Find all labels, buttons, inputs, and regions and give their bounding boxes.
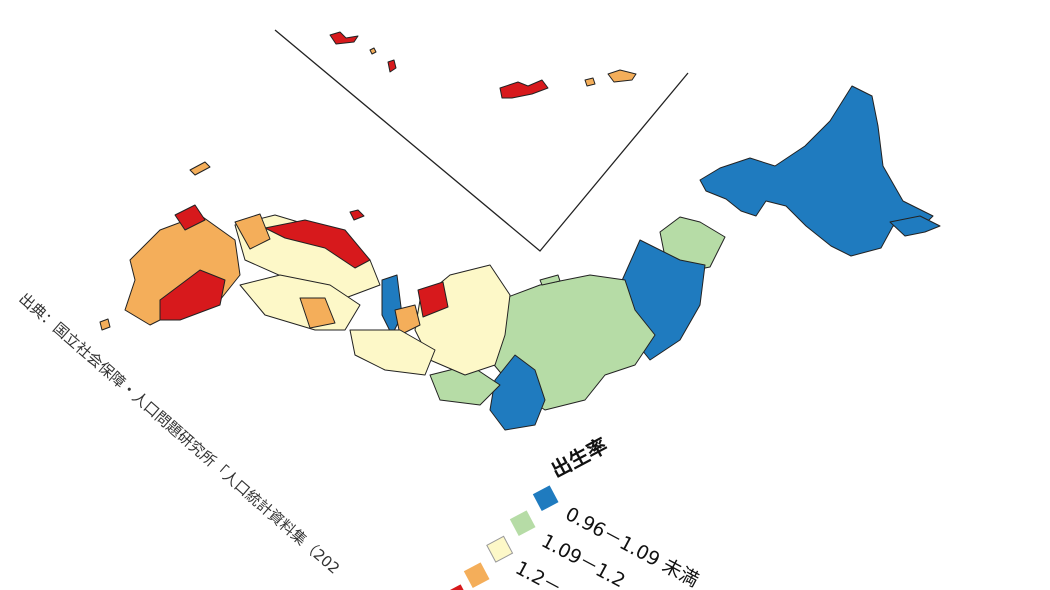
- map-shape: [539, 274, 561, 286]
- map-shape: [607, 69, 637, 83]
- source-note: 出典：国立社会保障・人口問題研究所「人口統計資料集（202: [15, 289, 343, 577]
- map-shape: [264, 219, 371, 269]
- map-shape: [99, 318, 111, 331]
- legend-swatch: [509, 510, 536, 537]
- legend-swatch: [463, 562, 490, 589]
- hokkaido: [699, 85, 934, 257]
- inset-frame: [274, 29, 689, 252]
- legend-swatch: [532, 485, 559, 512]
- chugoku: [234, 214, 381, 301]
- map-shape: [299, 297, 336, 329]
- map-shape: [584, 77, 596, 87]
- map-shape: [189, 161, 211, 176]
- map-shape: [329, 31, 359, 45]
- map-shape: [349, 329, 436, 376]
- map-shape: [387, 59, 397, 73]
- map-shape: [159, 269, 226, 321]
- map-shape: [174, 204, 206, 231]
- legend-label: 0.96－1.09 未満: [562, 503, 703, 590]
- okinawa-islands: [329, 31, 637, 99]
- tokyo-area: [489, 354, 546, 431]
- map-shape: [394, 304, 421, 336]
- map-shape: [234, 213, 271, 250]
- legend-swatch: [486, 535, 514, 563]
- legend: 出生率 0.96－1.09 未満 1.09－1.2 1.2－: [443, 433, 703, 590]
- map-shape: [889, 215, 941, 237]
- legend-label: 1.2－: [512, 557, 566, 590]
- kinki-red: [417, 281, 449, 318]
- map-shape: [369, 47, 377, 55]
- legend-swatch: [443, 584, 470, 590]
- legend-title: 出生率: [547, 433, 611, 482]
- map-shape: [349, 209, 365, 221]
- map-shape: [499, 79, 549, 99]
